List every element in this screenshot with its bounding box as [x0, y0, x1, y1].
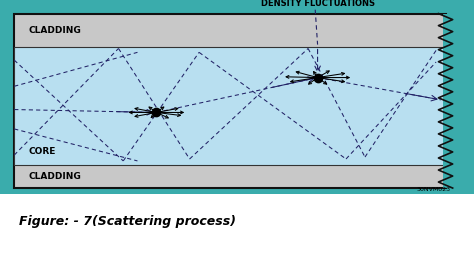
Text: 30NVM023: 30NVM023 — [416, 187, 450, 192]
Text: CLADDING: CLADDING — [28, 172, 81, 181]
Text: CLADDING: CLADDING — [28, 26, 81, 35]
Bar — [14, 47, 446, 165]
Text: CORE: CORE — [28, 147, 56, 156]
Text: Figure: - 7(Scattering process): Figure: - 7(Scattering process) — [19, 215, 236, 228]
Text: DENSITY FLUCTUATIONS: DENSITY FLUCTUATIONS — [261, 0, 374, 8]
Bar — [443, 14, 474, 188]
